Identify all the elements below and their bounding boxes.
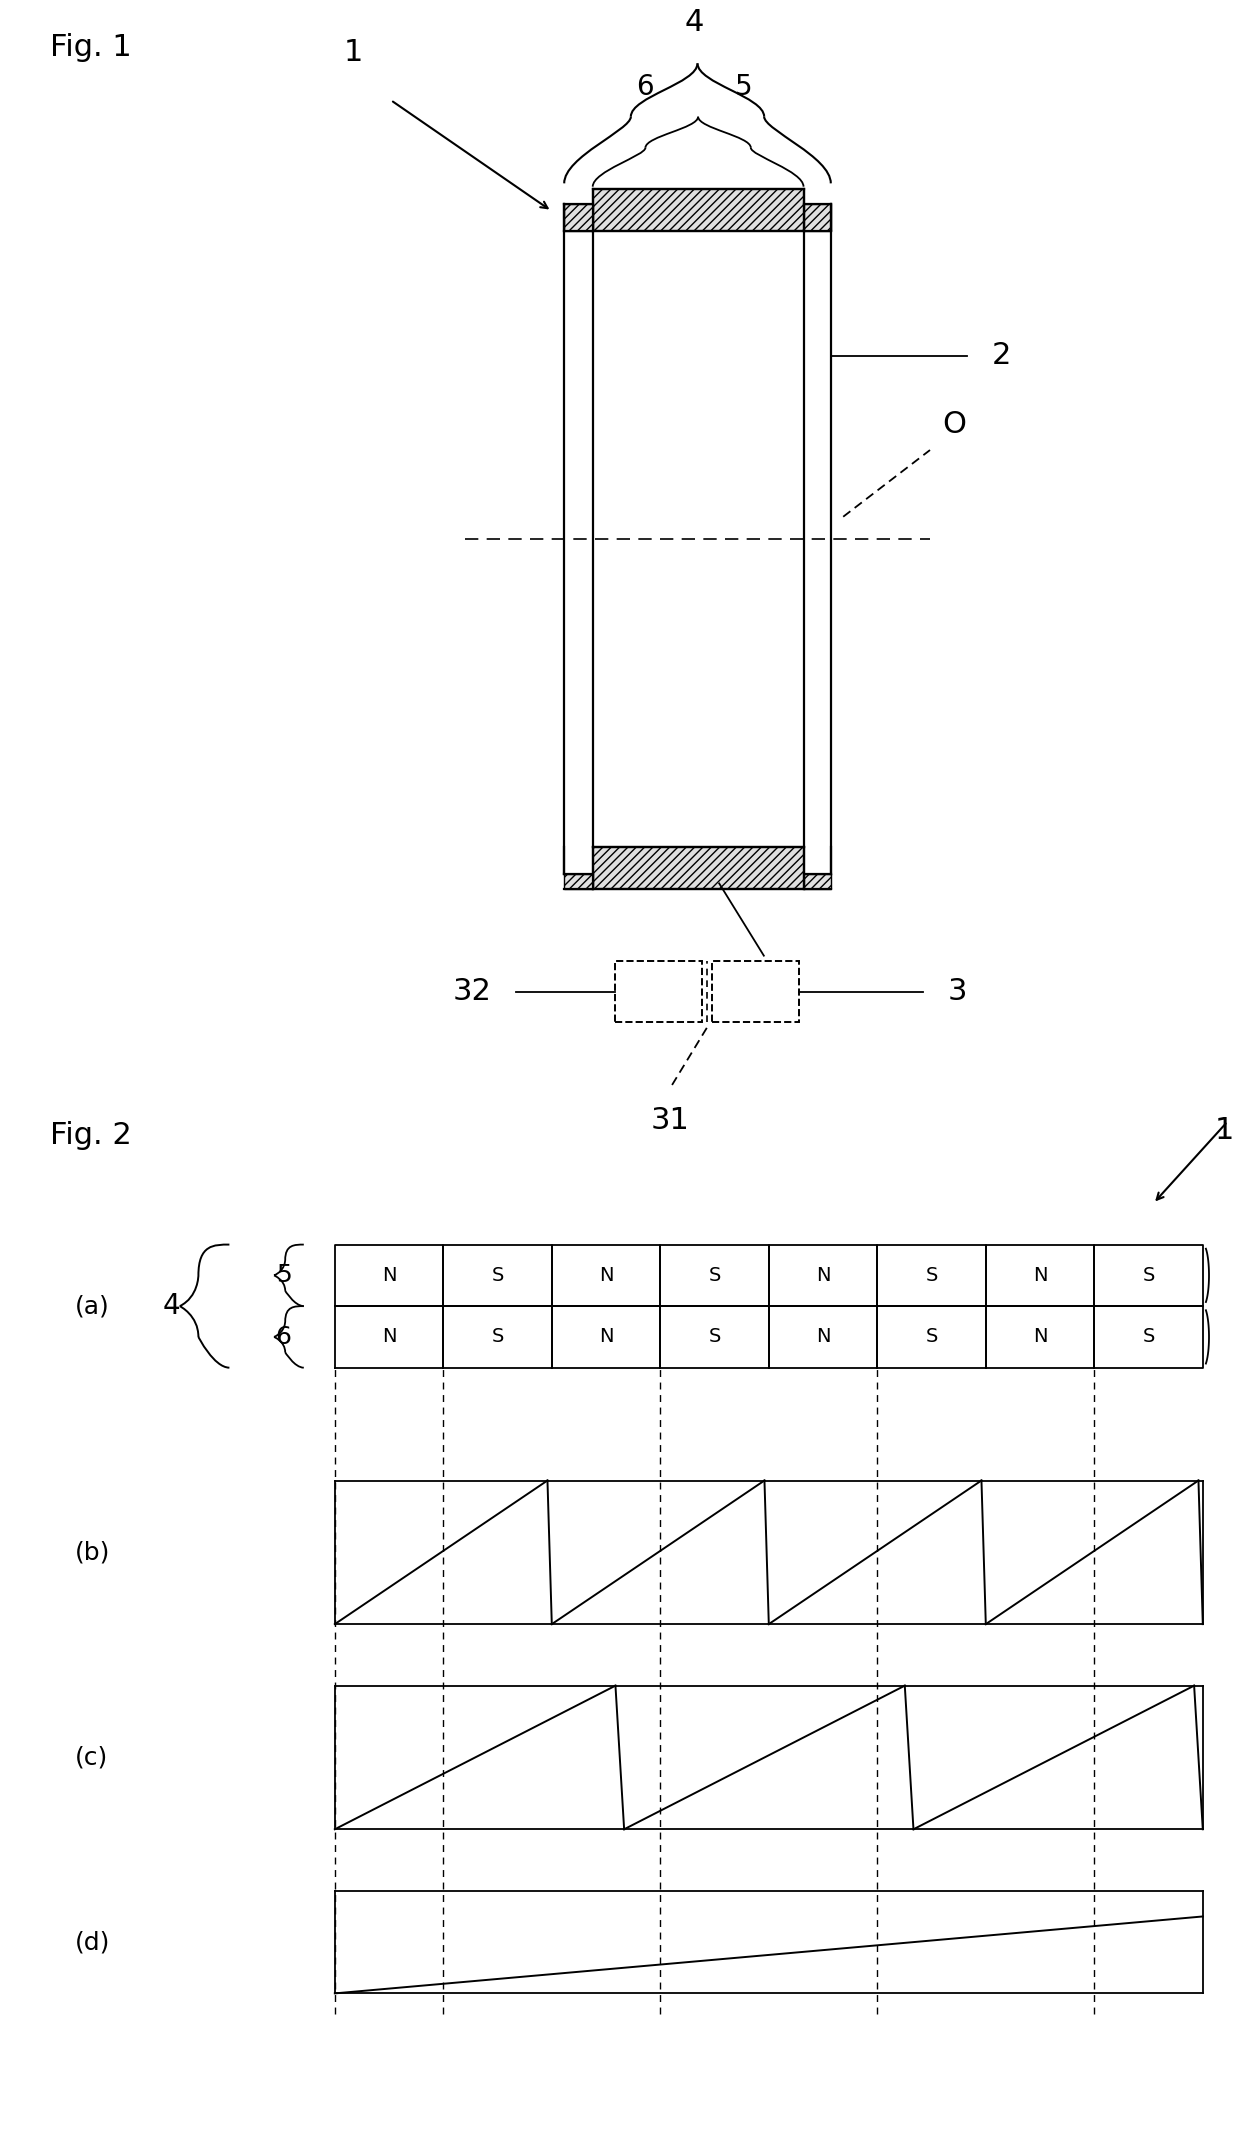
Text: 2: 2 [992, 342, 1012, 370]
Text: S: S [925, 1265, 937, 1284]
Text: S: S [491, 1327, 503, 1346]
Text: O: O [942, 410, 966, 438]
Text: S: S [925, 1327, 937, 1346]
Text: Fig. 2: Fig. 2 [50, 1122, 131, 1150]
Text: 5: 5 [735, 73, 753, 100]
Text: 6: 6 [275, 1325, 291, 1348]
Text: 31: 31 [650, 1105, 689, 1135]
Text: N: N [599, 1327, 614, 1346]
Text: S: S [1142, 1265, 1154, 1284]
Polygon shape [593, 846, 804, 889]
Text: (a): (a) [74, 1295, 109, 1319]
Text: N: N [382, 1265, 397, 1284]
Text: N: N [382, 1327, 397, 1346]
Polygon shape [593, 188, 804, 231]
Text: 1: 1 [1214, 1116, 1234, 1145]
Text: S: S [708, 1327, 720, 1346]
Polygon shape [564, 203, 593, 231]
Text: N: N [599, 1265, 614, 1284]
Text: N: N [816, 1327, 831, 1346]
Text: 3: 3 [947, 977, 967, 1007]
Text: 6: 6 [636, 73, 653, 100]
Text: 5: 5 [275, 1263, 291, 1286]
Text: N: N [816, 1265, 831, 1284]
Text: (c): (c) [74, 1746, 108, 1769]
Text: Fig. 1: Fig. 1 [50, 34, 131, 62]
Polygon shape [804, 874, 831, 889]
Text: S: S [1142, 1327, 1154, 1346]
Text: S: S [491, 1265, 503, 1284]
Text: 32: 32 [453, 977, 491, 1007]
Text: 4: 4 [684, 9, 704, 36]
Text: S: S [708, 1265, 720, 1284]
Text: (b): (b) [74, 1541, 110, 1564]
Text: 4: 4 [162, 1293, 180, 1321]
Text: 1: 1 [343, 38, 363, 66]
Polygon shape [804, 203, 831, 231]
Text: N: N [1033, 1327, 1048, 1346]
Text: (d): (d) [74, 1930, 110, 1953]
Text: N: N [1033, 1265, 1048, 1284]
Polygon shape [564, 874, 593, 889]
